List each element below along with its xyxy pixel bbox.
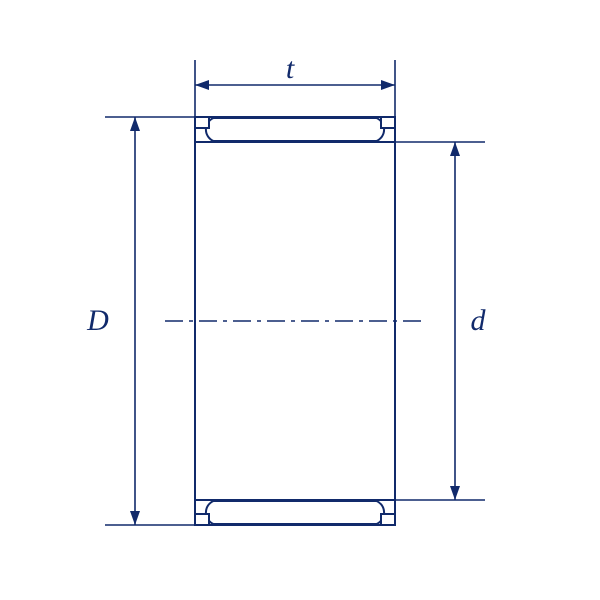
dim-label-d: d — [471, 304, 487, 337]
corner-notch — [195, 117, 209, 128]
corner-notch — [381, 514, 395, 525]
roller-top — [206, 118, 384, 141]
dim-label-t: t — [286, 52, 295, 85]
dim-label-D: D — [86, 304, 109, 337]
corner-notch — [381, 117, 395, 128]
corner-notch — [195, 514, 209, 525]
roller-bottom — [206, 501, 384, 524]
